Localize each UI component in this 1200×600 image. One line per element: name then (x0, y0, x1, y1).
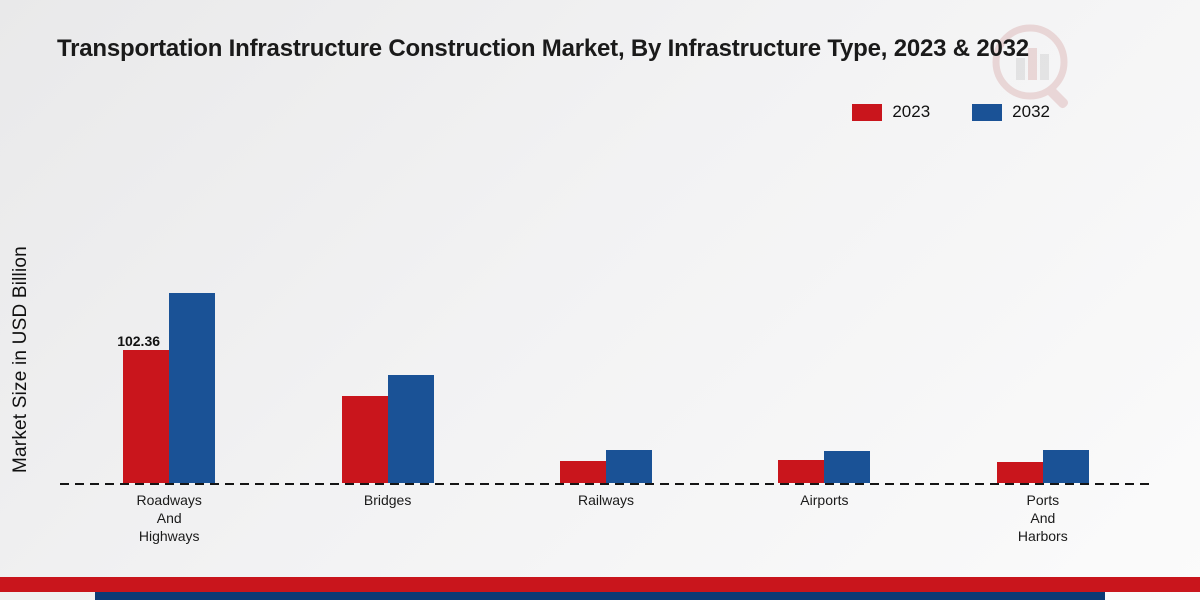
category-label-row: Roadways And Highways Bridges Railways Airpor… (60, 491, 1152, 545)
legend: 2023 2032 (852, 102, 1050, 122)
zero-baseline (60, 483, 1152, 485)
legend-swatch-icon (972, 103, 1003, 121)
category-label: Ports And Harbors (1017, 492, 1068, 544)
watermark-bar-chart-logo-icon (992, 24, 1069, 109)
bar-2032 (1042, 450, 1089, 483)
plot-area: 102.36 (60, 190, 1152, 483)
bar-2023: 102.36 (117, 333, 170, 483)
category-label: Airports (800, 492, 849, 508)
bar-2023 (778, 460, 825, 483)
page-title: Transportation Infrastructure Constructi… (57, 35, 1029, 62)
bar-group (497, 450, 715, 483)
bar-2023 (996, 462, 1043, 483)
footer-blue-strip (95, 592, 1105, 600)
category-label: Roadways And Highways (136, 492, 202, 544)
footer-red-strip (0, 577, 1200, 592)
bar-2023 (560, 461, 607, 483)
legend-label: 2032 (1012, 102, 1050, 121)
bar-2032 (606, 450, 653, 483)
bar-2032 (169, 293, 216, 483)
y-axis-label: Market Size in USD Billion (10, 246, 31, 474)
legend-swatch-icon (852, 103, 883, 121)
bar-2032 (387, 375, 434, 483)
bar-value-label: 102.36 (117, 333, 161, 349)
legend-label: 2023 (892, 102, 931, 121)
bar-group (715, 451, 933, 483)
bar-group (934, 450, 1152, 483)
category-label: Bridges (363, 492, 412, 508)
bar-2032 (824, 451, 871, 483)
bar-group: 102.36 (60, 293, 278, 483)
category-label: Railways (578, 492, 635, 508)
legend-item-2032: 2032 (972, 102, 1050, 122)
bar-2023 (341, 396, 388, 483)
legend-item-2023: 2023 (852, 102, 930, 122)
bar-group (278, 375, 496, 483)
